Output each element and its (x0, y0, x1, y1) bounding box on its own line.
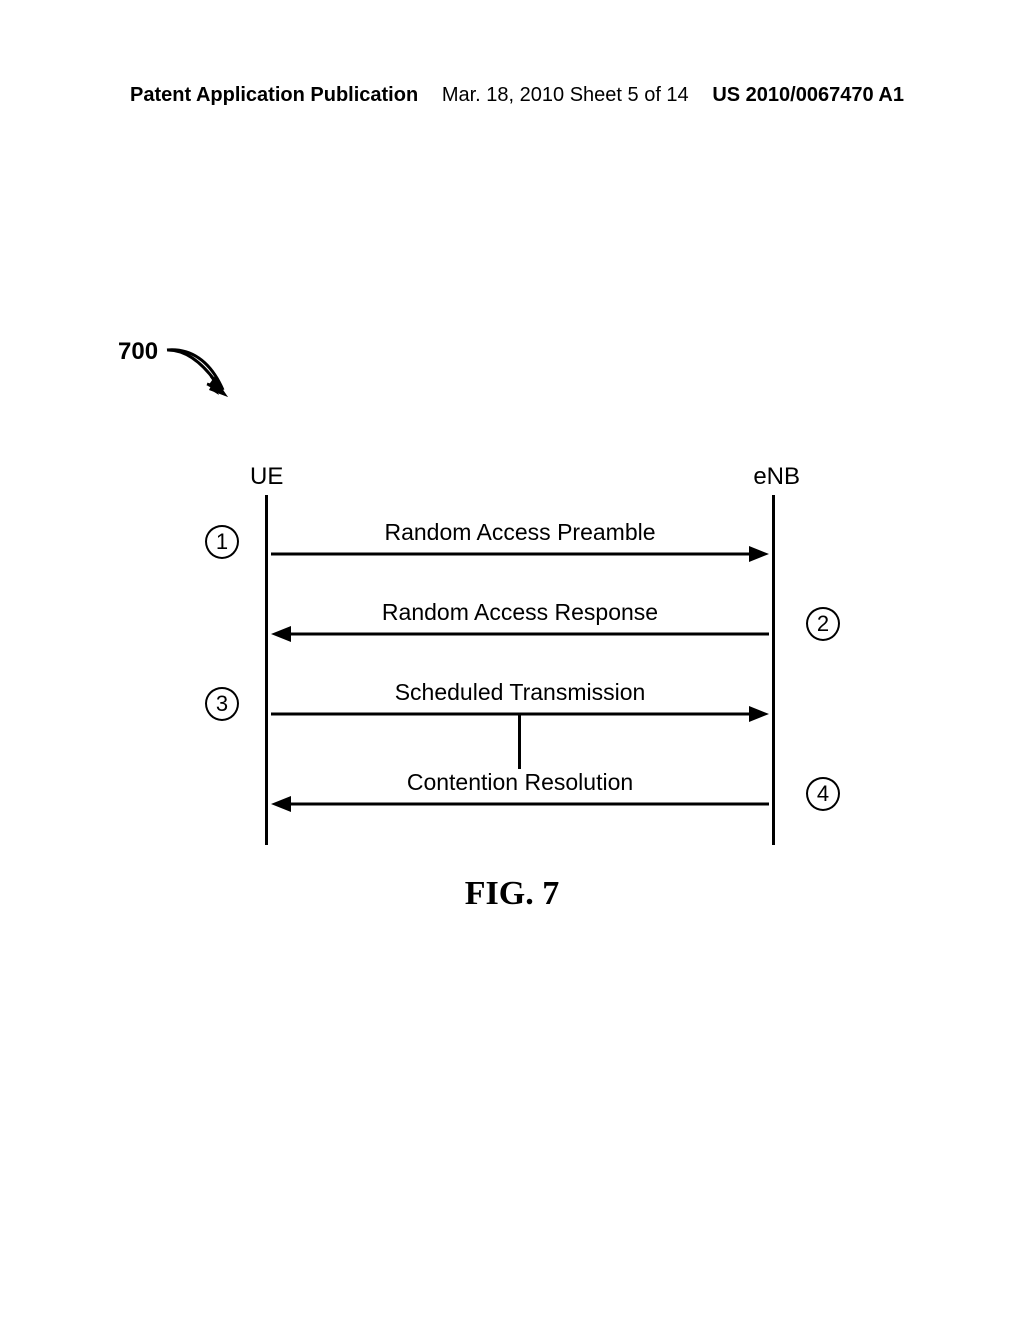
message-row: Contention Resolution (271, 795, 769, 825)
step-number: 3 (216, 691, 228, 717)
step-badge: 1 (205, 525, 239, 559)
header-right: US 2010/0067470 A1 (712, 84, 904, 107)
reference-number: 700 (118, 338, 158, 366)
message-label: Random Access Response (376, 599, 664, 626)
step-number: 4 (817, 781, 829, 807)
message-label: Contention Resolution (401, 769, 639, 796)
message-row: Random Access Preamble (271, 545, 769, 575)
actor-enb-label: eNB (753, 463, 800, 491)
step-badge: 4 (806, 777, 840, 811)
step-badge: 3 (205, 687, 239, 721)
arrow-left-icon (271, 625, 769, 643)
actor-ue-label: UE (250, 463, 283, 491)
page-header: Patent Application Publication Mar. 18, … (0, 84, 1024, 107)
step-number: 1 (216, 529, 228, 555)
lifeline-ue (265, 495, 268, 845)
lifeline-enb (772, 495, 775, 845)
message-label: Scheduled Transmission (389, 679, 652, 706)
arrow-right-icon (271, 545, 769, 563)
header-center: Mar. 18, 2010 Sheet 5 of 14 (442, 84, 689, 107)
header-left: Patent Application Publication (130, 84, 418, 107)
connector-line (518, 713, 521, 773)
message-row: Random Access Response (271, 625, 769, 655)
step-number: 2 (817, 611, 829, 637)
arrow-left-icon (271, 795, 769, 813)
step-badge: 2 (806, 607, 840, 641)
figure-caption: FIG. 7 (0, 875, 1024, 913)
reference-arrow-head (165, 340, 245, 410)
message-label: Random Access Preamble (378, 519, 661, 546)
